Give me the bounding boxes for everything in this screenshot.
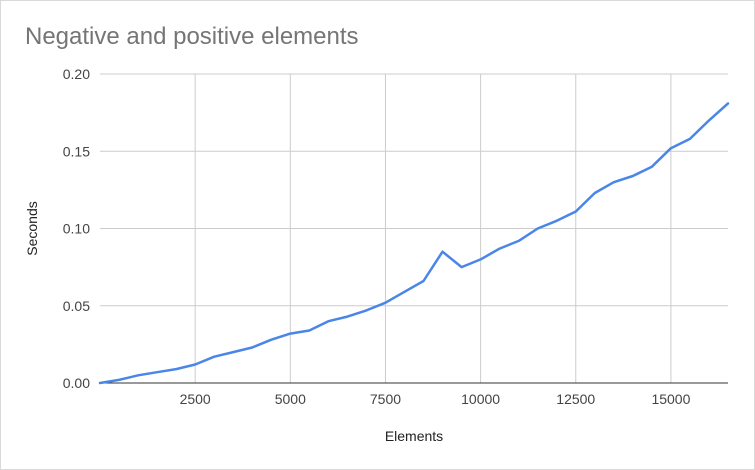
- x-tick-label: 12500: [556, 391, 595, 407]
- series-line: [98, 102, 730, 385]
- x-tick-label: 7500: [370, 391, 401, 407]
- y-tick-label: 0.15: [63, 143, 90, 159]
- y-axis-title: Seconds: [24, 201, 40, 255]
- x-tick-label: 2500: [180, 391, 211, 407]
- x-tick-label: 5000: [275, 391, 306, 407]
- y-tick-label: 0.05: [63, 298, 90, 314]
- y-tick-label: 0.00: [63, 375, 90, 391]
- y-tick-label: 0.20: [63, 66, 90, 82]
- x-tick-label: 10000: [461, 391, 500, 407]
- x-tick-label: 15000: [651, 391, 690, 407]
- y-tick-label: 0.10: [63, 221, 90, 237]
- chart-title: Negative and positive elements: [25, 23, 359, 50]
- x-axis-title: Elements: [385, 428, 443, 444]
